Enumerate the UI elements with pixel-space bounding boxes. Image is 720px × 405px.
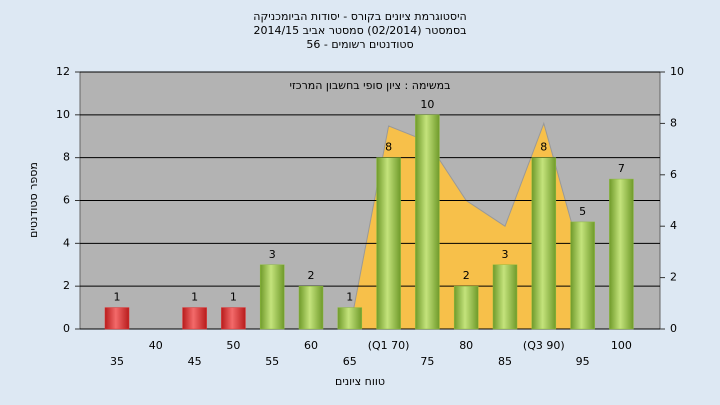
x-axis-label: טווח ציונים <box>335 375 385 388</box>
y-tick-label: 2 <box>63 279 70 292</box>
value-label: 7 <box>618 162 625 175</box>
chart-title: היסטוגרמת ציונים בקורס - יסודות הביומכני… <box>253 10 466 23</box>
value-label: 10 <box>420 98 434 111</box>
x-tick-label: (Q1 70) <box>368 339 410 352</box>
bar <box>337 307 363 330</box>
bar <box>453 285 479 330</box>
value-label: 8 <box>385 141 392 154</box>
bar <box>376 157 401 330</box>
value-label: 2 <box>463 269 470 282</box>
x-tick-label: 75 <box>420 355 434 368</box>
value-label: 2 <box>308 269 315 282</box>
x-tick-label: 35 <box>110 355 124 368</box>
y-tick-label: 12 <box>56 65 70 78</box>
x-tick-label: 40 <box>149 339 163 352</box>
x-tick-label: 95 <box>576 355 590 368</box>
y2-tick-label: 2 <box>670 271 677 284</box>
y2-tick-label: 10 <box>670 65 684 78</box>
bar <box>570 221 595 330</box>
x-tick-label: 85 <box>498 355 512 368</box>
value-label: 1 <box>346 291 353 304</box>
x-tick-label: 80 <box>459 339 473 352</box>
x-tick-label: 55 <box>265 355 279 368</box>
bar <box>609 178 634 330</box>
y-tick-label: 10 <box>56 108 70 121</box>
chart-title: סטודנטים רשומים - 56 <box>306 38 413 51</box>
x-tick-label: 50 <box>226 339 240 352</box>
value-label: 1 <box>191 291 198 304</box>
y-tick-label: 0 <box>63 322 70 335</box>
x-tick-label: 65 <box>343 355 357 368</box>
value-label: 8 <box>540 141 547 154</box>
bar <box>221 307 246 330</box>
value-label: 1 <box>114 291 121 304</box>
bar <box>298 285 324 330</box>
y-axis-label: מספר סטודנטים <box>27 162 40 238</box>
bar <box>492 264 518 330</box>
bar <box>182 307 207 330</box>
value-label: 3 <box>269 248 276 261</box>
chart-title: בסמסטר (02/2014) סמסטר אביב 2014/15 <box>253 24 466 37</box>
x-tick-label: 100 <box>611 339 632 352</box>
y-tick-label: 4 <box>63 236 70 249</box>
bar <box>531 157 557 330</box>
value-label: 1 <box>230 291 237 304</box>
bar <box>415 114 440 330</box>
value-label: 3 <box>502 248 509 261</box>
x-tick-label: 45 <box>188 355 202 368</box>
y2-tick-label: 0 <box>670 322 677 335</box>
y2-tick-label: 4 <box>670 219 677 232</box>
x-tick-label: (Q3 90) <box>523 339 565 352</box>
bar <box>259 264 285 330</box>
annotation: במשימה : ציון סופי בחשבון המרכזי <box>289 79 450 92</box>
y2-tick-label: 8 <box>670 116 677 129</box>
y-tick-label: 6 <box>63 194 70 207</box>
y-tick-label: 8 <box>63 151 70 164</box>
y2-tick-label: 6 <box>670 168 677 181</box>
x-tick-label: 60 <box>304 339 318 352</box>
bar <box>104 307 130 330</box>
value-label: 5 <box>579 205 586 218</box>
